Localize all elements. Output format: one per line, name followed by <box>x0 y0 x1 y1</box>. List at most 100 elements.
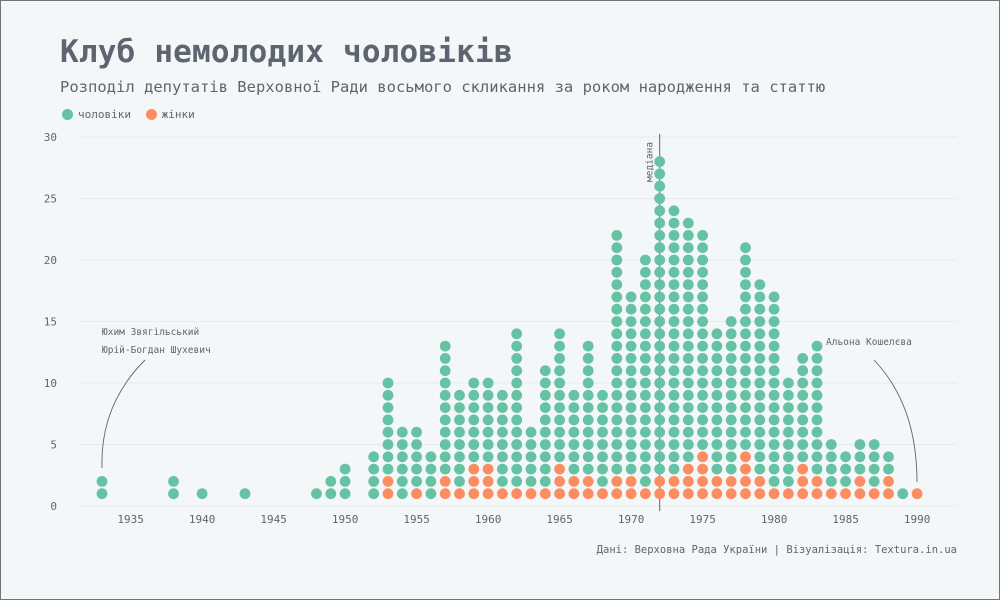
dot-men <box>797 414 809 426</box>
dot-men <box>625 402 637 413</box>
dot-men <box>868 439 880 450</box>
dot-men <box>468 389 480 401</box>
dot-men <box>740 402 751 413</box>
dot-men <box>454 402 465 413</box>
dot-men <box>854 463 866 475</box>
dot-women <box>825 488 837 500</box>
dot-men <box>511 389 523 401</box>
dot-men <box>668 365 680 377</box>
dot-men <box>654 217 666 229</box>
dot-men <box>697 254 708 266</box>
dot-men <box>454 426 465 438</box>
dot-women <box>682 463 694 475</box>
dot-men <box>697 353 708 364</box>
dot-women <box>539 488 551 500</box>
dot-men <box>740 303 751 315</box>
x-tick-label: 1935 <box>117 513 144 526</box>
dot-men <box>497 463 508 475</box>
dot-men <box>725 389 737 401</box>
dot-men <box>582 414 594 426</box>
dot-men <box>768 476 780 487</box>
dot-men <box>539 414 551 426</box>
dot-men <box>711 439 723 450</box>
dot-men <box>797 365 809 377</box>
y-tick-label: 5 <box>50 439 57 452</box>
dot-men <box>640 377 651 389</box>
dot-men <box>454 463 465 475</box>
dot-men <box>840 451 851 463</box>
dot-men <box>711 377 723 389</box>
dot-men <box>582 451 594 463</box>
dot-men <box>883 463 894 475</box>
dot-men <box>597 402 608 413</box>
dot-men <box>439 389 451 401</box>
dot-women <box>382 476 394 487</box>
dot-women <box>511 488 523 500</box>
annotation-connector-right <box>873 359 918 483</box>
dot-men <box>725 365 737 377</box>
dot-men <box>568 439 580 450</box>
dot-men <box>482 451 494 463</box>
dot-men <box>611 279 623 290</box>
dot-men <box>625 340 637 352</box>
dot-men <box>497 402 508 413</box>
dot-men <box>797 353 809 364</box>
dot-men <box>711 463 723 475</box>
dot-men <box>811 463 823 475</box>
dot-men <box>568 451 580 463</box>
dot-men <box>339 488 351 500</box>
dot-men <box>611 291 623 303</box>
dot-men <box>568 463 580 475</box>
dot-men <box>468 402 480 413</box>
dot-men <box>568 414 580 426</box>
dot-men <box>740 353 751 364</box>
dot-women <box>740 463 751 475</box>
dot-women <box>868 488 880 500</box>
dot-men <box>668 340 680 352</box>
dot-men <box>668 291 680 303</box>
dot-men <box>396 439 408 450</box>
dot-men <box>582 389 594 401</box>
dot-men <box>396 426 408 438</box>
dot-women <box>840 488 851 500</box>
dot-men <box>840 463 851 475</box>
dot-men <box>682 451 694 463</box>
dot-women <box>754 476 766 487</box>
annotation-koshelieva: Альона Кошелєва <box>826 337 912 348</box>
dot-men <box>725 316 737 327</box>
dot-men <box>711 353 723 364</box>
dot-men <box>668 266 680 278</box>
x-tick-label: 1985 <box>832 513 859 526</box>
dot-men <box>740 340 751 352</box>
dot-men <box>625 389 637 401</box>
dot-women <box>382 488 394 500</box>
dot-men <box>654 328 666 340</box>
dot-men <box>697 402 708 413</box>
dot-women <box>811 488 823 500</box>
dot-men <box>554 340 565 352</box>
dot-men <box>640 402 651 413</box>
dot-women <box>611 476 623 487</box>
dot-men <box>682 242 694 254</box>
x-tick-label: 1975 <box>689 513 716 526</box>
y-tick-label: 30 <box>44 131 57 144</box>
dot-men <box>740 328 751 340</box>
dot-men <box>668 439 680 450</box>
dot-men <box>754 389 766 401</box>
dot-men <box>797 451 809 463</box>
dot-men <box>668 389 680 401</box>
dot-men <box>740 365 751 377</box>
dot-men <box>654 180 666 192</box>
dot-men <box>554 439 565 450</box>
dot-men <box>668 242 680 254</box>
dot-women <box>754 488 766 500</box>
dot-men <box>439 365 451 377</box>
dot-women <box>740 488 751 500</box>
dot-men <box>654 291 666 303</box>
dot-men <box>654 205 666 217</box>
dot-men <box>511 402 523 413</box>
dot-men <box>411 463 422 475</box>
dot-men <box>611 254 623 266</box>
dot-men <box>654 463 666 475</box>
dot-men <box>396 451 408 463</box>
